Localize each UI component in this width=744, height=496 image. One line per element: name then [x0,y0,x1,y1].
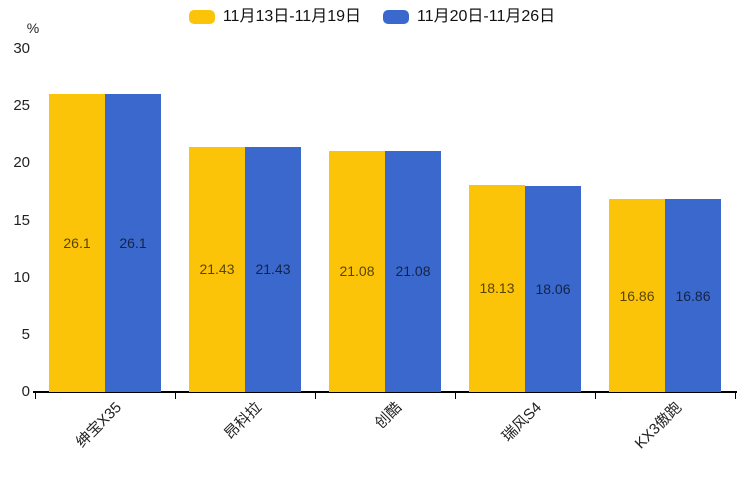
y-axis-tick-label: 30 [13,40,30,57]
bar-series1-绅宝X35: 26.1 [49,93,105,392]
legend-item-week2[interactable]: 11月20日-11月26日 [383,8,555,26]
x-axis-tick [175,393,176,399]
bar-value-label: 21.08 [395,263,431,280]
x-axis-category-label: 绅宝X35 [72,399,126,452]
bar-series1-KX3傲跑: 16.86 [609,199,665,392]
y-axis-tick-label: 25 [13,97,30,115]
y-axis-tick-label: 0 [21,383,30,400]
bar-value-label: 16.86 [619,287,655,304]
bar-series2-创酷: 21.08 [385,150,441,392]
bar-series1-昂科拉: 21.43 [189,146,245,392]
bar-series2-昂科拉: 21.43 [245,146,301,392]
bar-series2-瑞风S4: 18.06 [525,185,581,392]
legend-label-week1: 11月13日-11月19日 [222,8,361,25]
legend-item-week1[interactable]: 11月13日-11月19日 [188,8,361,26]
x-axis-tick [595,393,596,399]
chart-legend: 11月13日-11月19日 11月20日-11月26日 [0,8,744,26]
bar-value-label: 26.1 [119,234,147,251]
legend-label-week2: 11月20日-11月26日 [417,8,556,25]
legend-swatch-week2 [383,10,409,24]
x-axis-tick [455,393,456,399]
x-axis-category-label: 瑞风S4 [498,399,546,446]
bar-value-label: 18.06 [535,280,571,297]
bar-value-label: 18.13 [479,280,515,297]
x-axis-tick [35,393,36,399]
x-axis-tick [735,393,736,399]
y-axis-tick-label: 15 [13,211,30,229]
bar-value-label: 26.1 [63,234,91,251]
bar-value-label: 16.86 [675,287,711,304]
y-axis-tick-label: 10 [13,268,30,286]
bar-value-label: 21.08 [339,263,375,280]
bar-value-label: 21.43 [199,261,235,278]
bar-value-label: 21.43 [255,261,291,278]
bar-series1-瑞风S4: 18.13 [469,184,525,392]
y-axis-unit-label: % [26,20,40,36]
legend-swatch-week1 [188,10,215,24]
bar-series2-KX3傲跑: 16.86 [665,199,721,392]
bar-series1-创酷: 21.08 [329,150,385,392]
x-axis-tick [315,393,316,399]
y-axis-tick-label: 20 [13,154,30,172]
y-axis-tick-label: 5 [21,325,30,343]
x-axis-category-label: 昂科拉 [221,399,266,443]
x-axis-line [33,391,737,393]
bar-series2-绅宝X35: 26.1 [105,93,161,392]
x-axis-category-label: KX3傲跑 [631,399,686,453]
x-axis-category-label: 创酷 [371,399,406,433]
